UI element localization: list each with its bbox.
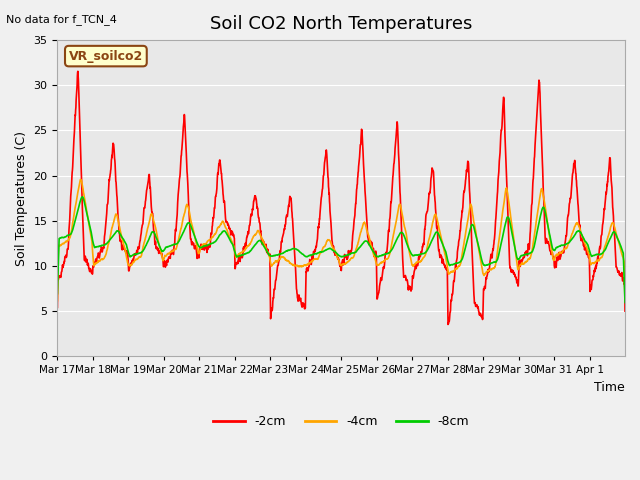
-2cm xyxy=(513,276,520,282)
Line: -4cm: -4cm xyxy=(58,180,625,301)
X-axis label: Time: Time xyxy=(595,381,625,394)
-2cm xyxy=(111,152,118,157)
-8cm xyxy=(545,226,552,231)
-4cm xyxy=(233,253,241,259)
-8cm xyxy=(79,194,86,200)
-8cm xyxy=(233,254,241,260)
-2cm xyxy=(621,308,629,314)
-2cm xyxy=(614,267,621,273)
-8cm xyxy=(613,235,621,240)
-2cm xyxy=(233,261,241,266)
-4cm xyxy=(77,177,84,182)
-2cm xyxy=(54,304,61,310)
-4cm xyxy=(54,298,61,304)
-4cm xyxy=(545,226,552,232)
Legend: -2cm, -4cm, -8cm: -2cm, -4cm, -8cm xyxy=(208,410,474,433)
Title: Soil CO2 North Temperatures: Soil CO2 North Temperatures xyxy=(210,15,472,33)
Text: VR_soilco2: VR_soilco2 xyxy=(68,49,143,62)
-8cm xyxy=(513,252,520,258)
Text: No data for f_TCN_4: No data for f_TCN_4 xyxy=(6,14,117,25)
Line: -8cm: -8cm xyxy=(58,197,625,302)
-4cm xyxy=(613,234,621,240)
-4cm xyxy=(376,261,383,267)
-8cm xyxy=(54,291,61,297)
-2cm xyxy=(444,322,452,327)
-4cm xyxy=(621,296,629,301)
-8cm xyxy=(111,231,118,237)
Line: -2cm: -2cm xyxy=(58,72,625,324)
-8cm xyxy=(376,253,383,259)
-4cm xyxy=(513,255,520,261)
-2cm xyxy=(74,69,82,74)
-4cm xyxy=(111,216,118,222)
-2cm xyxy=(545,240,552,246)
-8cm xyxy=(621,300,629,305)
-2cm xyxy=(376,283,383,289)
Y-axis label: Soil Temperatures (C): Soil Temperatures (C) xyxy=(15,131,28,266)
